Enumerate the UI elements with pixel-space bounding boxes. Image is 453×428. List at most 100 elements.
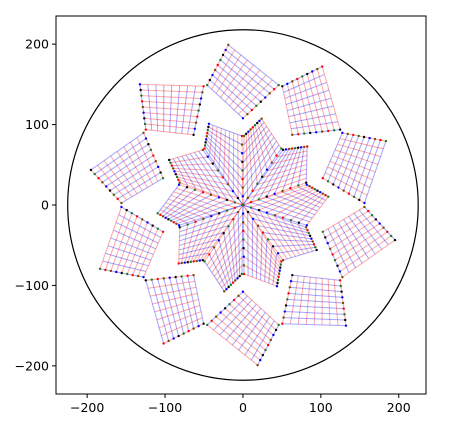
mesh-line [324,210,369,238]
mesh-node [120,205,123,209]
mesh-node [234,279,237,282]
mesh-line [274,147,296,195]
mesh-node [193,188,197,191]
mesh-line [290,193,324,221]
mesh-node [167,218,170,221]
mesh-node [367,209,370,213]
mesh-node [249,128,252,131]
mesh-line [208,125,214,156]
mesh-node [241,203,245,207]
mesh-line [173,191,228,211]
mesh-line [176,176,234,192]
mesh-node [289,280,293,283]
mesh-node [198,103,202,106]
mesh-line [187,275,200,327]
mesh-node [182,332,185,335]
mesh-line [245,133,249,198]
mesh-node [194,220,197,223]
mesh-node [136,274,140,278]
mesh-line [227,44,279,86]
mesh-node [97,176,100,180]
mesh-line [142,100,200,106]
mesh-node [332,129,336,132]
mesh-line [306,73,323,132]
mesh-node [143,122,147,126]
mesh-line [115,221,159,244]
mesh-line [113,229,156,250]
mesh-node [241,169,244,172]
mesh-line [211,320,261,361]
mesh-node [308,185,311,188]
mesh-line [259,233,263,281]
mesh-line [184,221,197,263]
mesh-node [226,183,230,186]
mesh-line [243,247,279,278]
mesh-line [178,179,239,199]
mesh-line [252,218,309,234]
mesh-node [386,230,389,234]
mesh-line [316,68,335,131]
mesh-node [104,185,108,188]
mesh-node [255,104,258,108]
mesh-node [147,142,150,146]
mesh-node [201,148,205,152]
mesh-node [276,281,279,285]
mesh-node [284,304,288,307]
mesh-node [270,161,273,164]
mesh-node [167,158,171,162]
mesh-line [204,145,244,197]
mesh-node [341,301,345,305]
mesh-node [307,231,311,235]
mesh-line [175,85,181,133]
mesh-node [393,238,397,242]
mesh-node [305,183,309,186]
mesh-line [216,247,243,281]
mesh-line [258,120,278,156]
mesh-node [177,334,180,338]
mesh-node [232,298,236,302]
mesh-line [274,215,301,256]
mesh-node [297,133,300,136]
mesh-line [162,205,196,221]
mesh-node [233,206,237,209]
mesh-line [90,132,144,171]
mesh-node [212,246,216,249]
mesh-node [152,154,155,157]
mesh-node [277,83,280,87]
mesh-line [152,292,198,305]
mesh-line [258,199,313,219]
mesh-node [154,160,157,163]
mesh-node [177,224,181,227]
mesh-node [296,77,299,81]
mesh-node [251,126,255,129]
mesh-node [264,96,267,99]
mesh-line [329,218,377,250]
mesh-node [242,134,246,138]
mesh-node [341,131,344,135]
mesh-node [144,137,148,140]
x-tick-label: −100 [148,400,182,415]
mesh-line [252,127,263,177]
mesh-line [171,163,213,167]
mesh-line [181,224,189,264]
mesh-line [358,209,389,246]
mesh-line [242,221,281,268]
mesh-line [267,159,307,171]
mesh-node [224,48,227,52]
mesh-node [261,353,265,357]
mesh-line [196,210,228,262]
mesh-line [145,129,194,136]
mesh-node [168,276,171,279]
mesh-line [291,280,341,287]
mesh-node [256,363,259,367]
mesh-node [310,237,313,240]
mesh-node [221,176,225,179]
mesh-node [211,162,215,165]
mesh-node [242,221,245,224]
mesh-node [250,108,254,112]
mesh-line [211,49,236,90]
mesh-node [283,310,287,313]
outer-circle [67,29,419,381]
mesh-line [250,149,287,203]
mesh-node [120,201,123,205]
